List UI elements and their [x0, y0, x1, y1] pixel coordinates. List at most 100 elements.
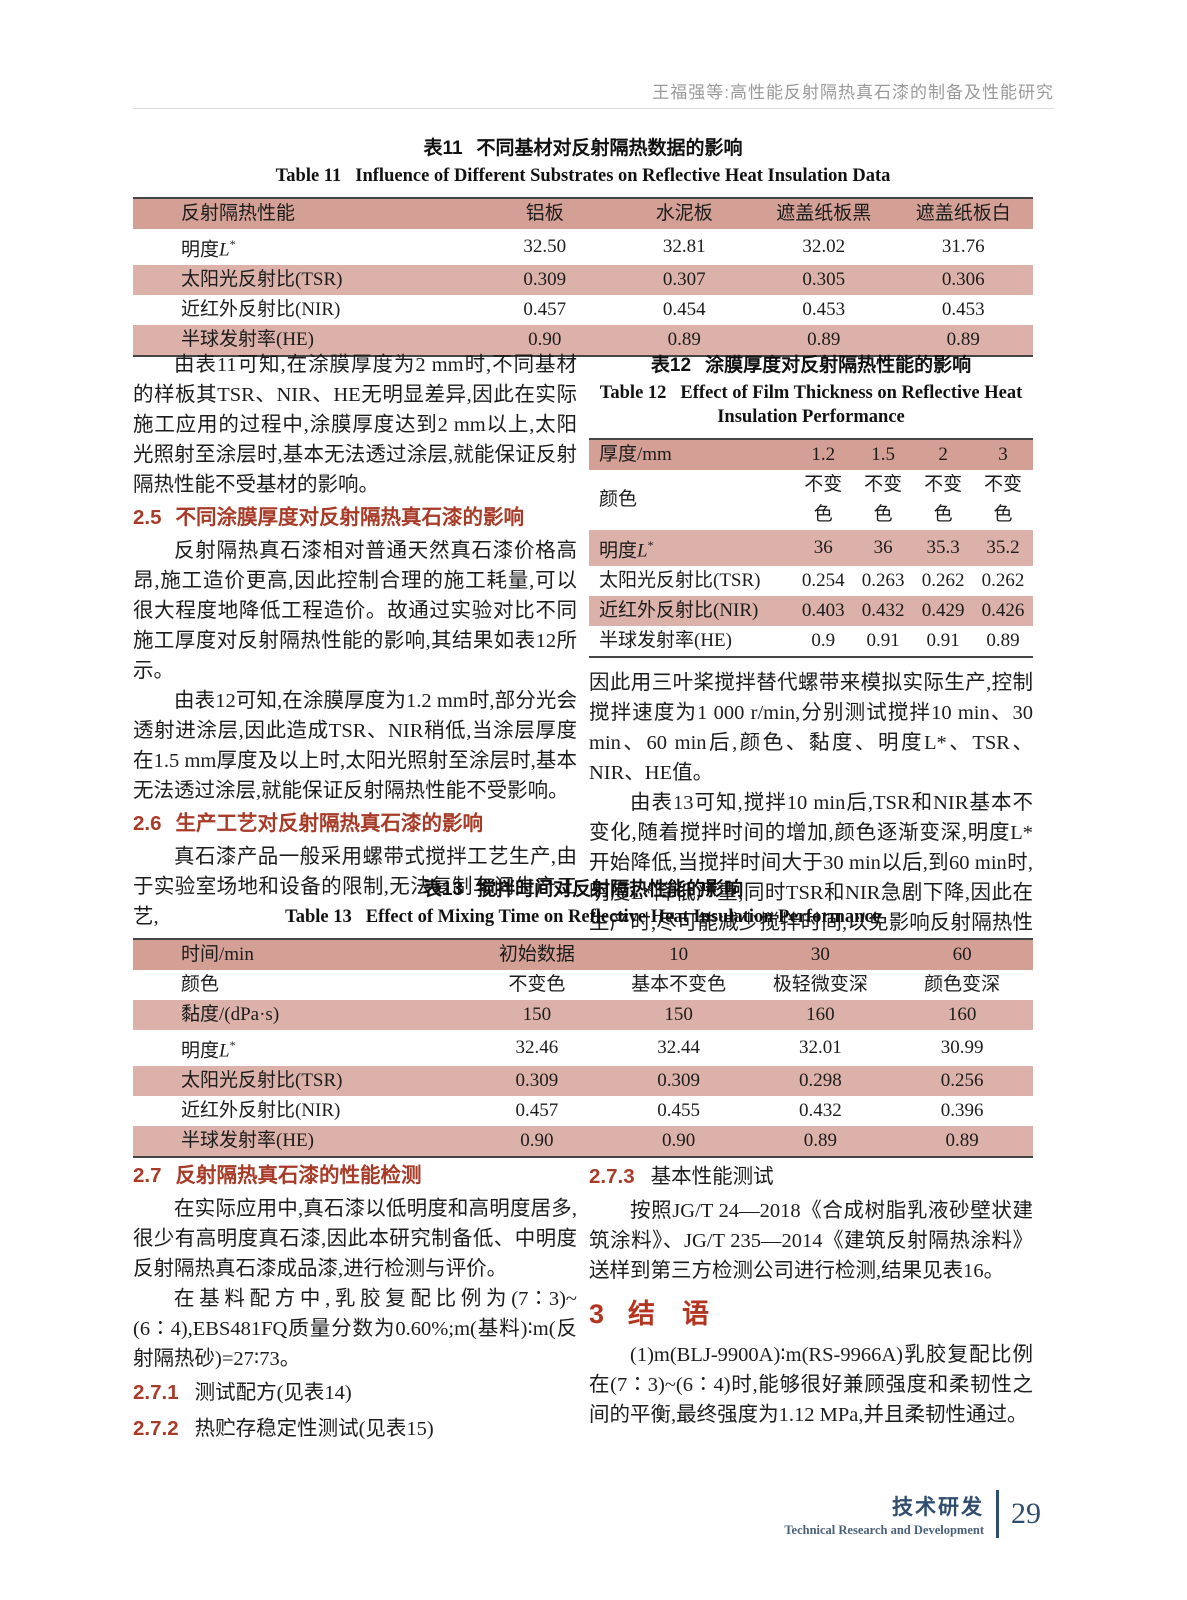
table-cell: 0.429 [921, 600, 965, 622]
table-cell: 颜色 [181, 974, 220, 995]
upper-right-column: 表12 涂膜厚度对反射隔热性能的影响 Table 12 Effect of Film… [589, 350, 1033, 968]
table-cell: 0.256 [940, 1070, 984, 1092]
table-row: 近红外反射比(NIR) 0.457 0.454 0.453 0.453 [133, 295, 1033, 325]
table-cell: 颜色变深 [924, 974, 1001, 995]
para-table13-discussion: 由表13可知,搅拌10 min后,TSR和NIR基本不变化,随着搅拌时间的增加,… [589, 792, 1033, 965]
table-cell: 30.99 [940, 1037, 984, 1059]
table-cell: 35.2 [986, 537, 1020, 559]
table-row: 厚度/mm 1.2 1.5 2 3 [589, 439, 1033, 470]
lower-two-columns: 2.7 反射隔热真石漆的性能检测 在实际应用中,真石漆以低明度和高明度居多,很少… [133, 1158, 1034, 1448]
table-cell: 太阳光反射比(TSR) [181, 269, 343, 291]
section-number: 3 [589, 1299, 605, 1329]
table-row: 太阳光反射比(TSR) 0.254 0.263 0.262 0.262 [589, 566, 1033, 596]
table-cell: 36 [873, 537, 893, 559]
table-cell: 初始数据 [498, 944, 575, 965]
table-cell: 近红外反射比(NIR) [181, 299, 341, 321]
table-cell: 0.426 [981, 600, 1025, 622]
table-cell: 35.3 [926, 537, 960, 559]
section-title: 热贮存稳定性测试(见表15) [194, 1418, 434, 1440]
section-heading-2-7: 2.7 反射隔热真石漆的性能检测 [133, 1160, 577, 1192]
table13-label-cn: 表13 [422, 879, 464, 900]
table-cell: 0.89 [945, 1130, 979, 1152]
table-cell: 0.89 [667, 329, 701, 351]
table-cell: 0.89 [807, 329, 841, 351]
table-cell: 160 [947, 1004, 977, 1025]
para-conclusion-1: (1)m(BLJ-9900A)∶m(RS-9966A)乳胶复配比例在(7∶3)~… [589, 1344, 1033, 1426]
footer-section-labels: 技术研发 Technical Research and Development [784, 1491, 984, 1538]
table12: 厚度/mm 1.2 1.5 2 3 颜色 不变色 不变色 不变色 不变色 明度L* 36 36 35.3 3… [589, 438, 1033, 659]
table-cell: 0.262 [981, 570, 1025, 592]
table12-label-en: Table 12 [599, 383, 667, 403]
para-2-7-3: 按照JG/T 24—2018《合成树脂乳液砂壁状建筑涂料》、JG/T 235—2… [589, 1200, 1033, 1282]
section-title: 测试配方(见表14) [194, 1382, 352, 1404]
table-cell: 150 [522, 1004, 552, 1025]
para-2-6-start: 真石漆产品一般采用螺带式搅拌工艺生产,由于实验室场地和设备的限制,无法复制车间生… [133, 846, 577, 928]
section-heading-2-7-1: 2.7.1 测试配方(见表14) [133, 1376, 577, 1410]
table-cell: 32.02 [802, 236, 846, 258]
table-cell: 0.91 [866, 630, 900, 652]
table11-label-cn: 表11 [423, 138, 463, 159]
table-cell: 0.298 [799, 1070, 842, 1092]
table-cell: 遮盖纸板白 [915, 203, 1011, 224]
table-cell: 半球发射率(HE) [181, 329, 314, 351]
table-cell: 0.309 [657, 1070, 700, 1092]
table12-caption-cn: 表12 涂膜厚度对反射隔热性能的影响 [589, 350, 1033, 377]
table-cell: 31.76 [941, 236, 985, 258]
table-cell: 黏度/(dPa·s) [181, 1004, 280, 1025]
lower-right-column: 2.7.3 基本性能测试 按照JG/T 24—2018《合成树脂乳液砂壁状建筑涂… [589, 1158, 1033, 1448]
table-cell: 0.90 [520, 1130, 554, 1152]
section-title: 反射隔热真石漆的性能检测 [175, 1165, 422, 1187]
table-cell: 不变色 [924, 474, 963, 525]
footer-section-cn: 技术研发 [892, 1495, 984, 1519]
table-cell: 0.403 [801, 600, 845, 622]
section-number: 2.7.2 [133, 1417, 179, 1440]
section-number: 2.7 [133, 1164, 162, 1187]
table-row: 颜色 不变色 不变色 不变色 不变色 [589, 470, 1033, 530]
table-row: 近红外反射比(NIR) 0.403 0.432 0.429 0.426 [589, 596, 1033, 627]
table12-title-cn: 涂膜厚度对反射隔热性能的影响 [705, 355, 972, 376]
table-cell: 近红外反射比(NIR) [181, 1100, 341, 1122]
section-heading-2-7-2: 2.7.2 热贮存稳定性测试(见表15) [133, 1412, 577, 1446]
table11-label-en: Table 11 [275, 166, 342, 186]
table-cell: 不变色 [984, 474, 1023, 525]
table-cell: 极轻微变深 [772, 974, 868, 995]
table12-title-en: Effect of Film Thickness on Reflective H… [680, 383, 1023, 427]
table-cell: 0.263 [861, 570, 905, 592]
para-2-5: 反射隔热真石漆相对普通天然真石漆价格高昂,施工造价更高,因此控制合理的施工耗量,… [133, 540, 577, 682]
table13-title-cn: 搅拌时间对反射隔热性能的影响 [477, 879, 744, 900]
table-cell: 不变色 [804, 474, 843, 525]
table-cell: 0.91 [926, 630, 960, 652]
table11-block: 表11 不同基材对反射隔热数据的影响 Table 11 Influence of D… [133, 133, 1033, 358]
table-cell: 半球发射率(HE) [599, 630, 732, 652]
table-cell: 不变色 [864, 474, 903, 525]
table-row: 反射隔热性能 铝板 水泥板 遮盖纸板黑 遮盖纸板白 [133, 198, 1033, 229]
upper-two-columns: 由表11可知,在涂膜厚度为2 mm时,不同基材的样板其TSR、NIR、HE无明显… [133, 350, 1034, 968]
table-cell: 太阳光反射比(TSR) [599, 570, 761, 592]
table-cell: 近红外反射比(NIR) [599, 600, 759, 622]
table13-title-en: Effect of Mixing Time on Reflective Heat… [365, 907, 881, 927]
table-cell: 10 [669, 944, 689, 965]
table-cell: 0.457 [515, 1100, 559, 1122]
table-cell: 0.90 [528, 329, 562, 351]
table-row: 太阳光反射比(TSR) 0.309 0.307 0.305 0.306 [133, 265, 1033, 296]
section-number: 2.7.3 [589, 1165, 635, 1188]
table-cell: 0.89 [946, 329, 980, 351]
table-cell: 0.309 [515, 1070, 559, 1092]
table-cell: 水泥板 [655, 203, 713, 224]
table-cell: 32.81 [662, 236, 706, 258]
footer-section-en: Technical Research and Development [784, 1522, 984, 1537]
table-cell: 明度L* [599, 538, 654, 562]
table-row: 黏度/(dPa·s) 150 150 160 160 [133, 1000, 1033, 1030]
section-heading-2-5: 2.5 不同涂膜厚度对反射隔热真石漆的影响 [133, 502, 577, 534]
table-cell: 0.309 [523, 269, 567, 291]
section-number: 2.6 [133, 812, 162, 835]
table-cell: 半球发射率(HE) [181, 1130, 314, 1152]
table11-caption-en: Table 11 Influence of Different Substrate… [133, 164, 1033, 188]
footer-page-number: 29 [1011, 1497, 1041, 1530]
table-cell: 3 [998, 444, 1008, 465]
section-heading-2-6: 2.6 生产工艺对反射隔热真石漆的影响 [133, 808, 577, 840]
table-cell: 反射隔热性能 [181, 203, 296, 224]
table-cell: 0.396 [940, 1100, 984, 1122]
section-heading-2-7-3: 2.7.3 基本性能测试 [589, 1160, 1033, 1194]
table-cell: 150 [664, 1004, 693, 1025]
